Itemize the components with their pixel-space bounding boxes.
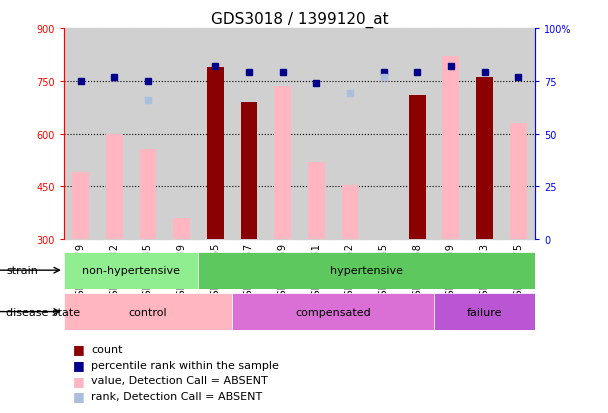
Bar [333,29,367,240]
Text: percentile rank within the sample: percentile rank within the sample [91,360,279,370]
Bar [299,29,333,240]
Text: ■: ■ [73,342,85,356]
Bar [106,134,123,240]
Bar [198,252,535,289]
Bar [165,29,198,240]
Title: GDS3018 / 1399120_at: GDS3018 / 1399120_at [210,12,389,28]
Text: non-hypertensive: non-hypertensive [82,266,180,275]
Bar [173,218,190,240]
Bar [131,29,165,240]
Bar [198,29,232,240]
Text: ■: ■ [73,374,85,387]
Bar [97,29,131,240]
Bar [468,29,502,240]
Text: rank, Detection Call = ABSENT: rank, Detection Call = ABSENT [91,391,263,401]
Bar [401,29,434,240]
Bar [232,29,266,240]
Bar [502,29,535,240]
Text: ■: ■ [73,389,85,403]
Bar [232,293,434,330]
Bar [207,68,224,240]
Bar [72,173,89,240]
Bar [434,293,535,330]
Text: disease state: disease state [6,307,80,317]
Bar [274,87,291,240]
Bar [510,124,527,240]
Text: strain: strain [6,266,38,275]
Bar [409,96,426,240]
Bar [443,57,459,240]
Bar [308,162,325,240]
Bar [140,150,156,240]
Text: ■: ■ [73,358,85,371]
Bar [64,293,232,330]
Bar [241,102,257,240]
Text: count: count [91,344,123,354]
Bar [64,29,97,240]
Bar [342,185,358,240]
Text: failure: failure [467,307,502,317]
Bar [476,78,493,240]
Bar [266,29,299,240]
Bar [434,29,468,240]
Text: compensated: compensated [295,307,371,317]
Bar [64,252,198,289]
Bar [367,29,401,240]
Bar [241,102,257,240]
Text: value, Detection Call = ABSENT: value, Detection Call = ABSENT [91,375,268,385]
Text: hypertensive: hypertensive [330,266,403,275]
Text: control: control [129,307,167,317]
